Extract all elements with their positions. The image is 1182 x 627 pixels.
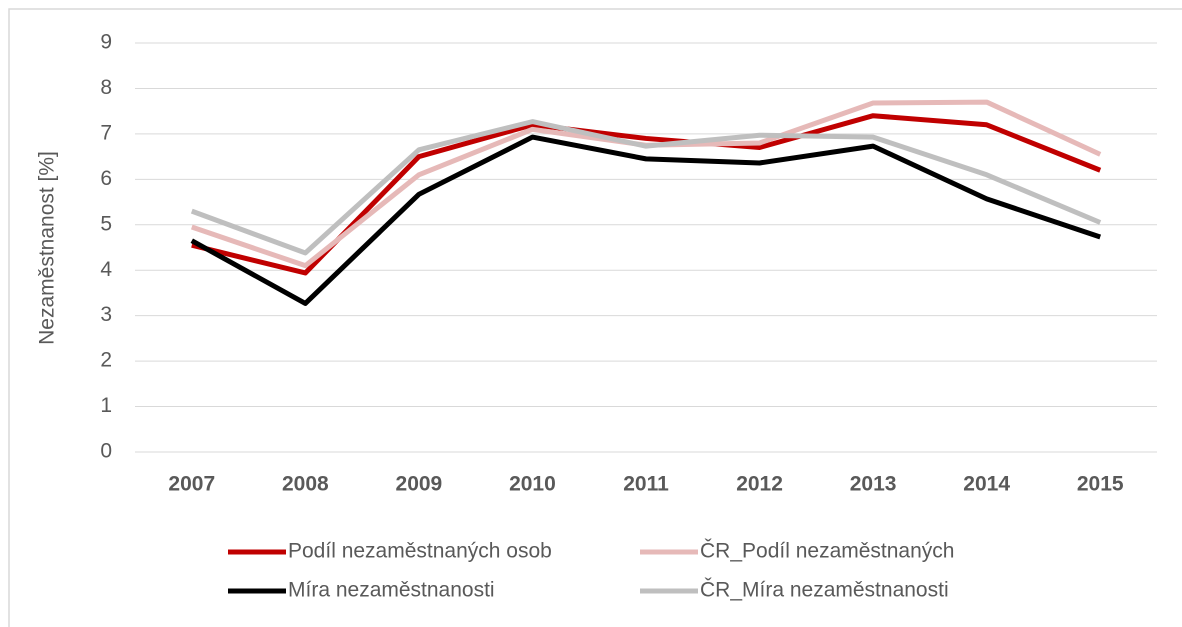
x-tick-label: 2012 bbox=[736, 473, 783, 496]
y-tick-label: 1 bbox=[100, 394, 112, 417]
legend-label: ČR_Míra nezaměstnanosti bbox=[700, 579, 949, 602]
y-tick-label: 8 bbox=[100, 76, 112, 99]
y-tick-label: 0 bbox=[100, 440, 112, 463]
legend-label: Podíl nezaměstnaných osob bbox=[288, 540, 552, 563]
series-line bbox=[190, 99, 1102, 269]
y-axis-label: Nezaměstnanost [%] bbox=[36, 151, 59, 345]
y-tick-label: 7 bbox=[100, 121, 112, 144]
y-tick-label: 3 bbox=[100, 303, 112, 326]
x-tick-label: 2011 bbox=[623, 473, 669, 496]
y-tick-label: 5 bbox=[100, 212, 112, 235]
y-tick-label: 6 bbox=[100, 167, 112, 190]
x-tick-label: 2014 bbox=[963, 473, 1010, 496]
x-tick-label: 2007 bbox=[168, 473, 215, 496]
y-tick-label: 4 bbox=[100, 258, 112, 281]
x-tick-label: 2013 bbox=[850, 473, 897, 496]
x-tick-label: 2015 bbox=[1077, 473, 1124, 496]
x-tick-label: 2008 bbox=[282, 473, 329, 496]
legend-label: ČR_Podíl nezaměstnaných bbox=[700, 540, 954, 563]
y-tick-label: 2 bbox=[100, 349, 112, 372]
series-line bbox=[190, 134, 1102, 306]
x-tick-label: 2009 bbox=[396, 473, 443, 496]
chart-border bbox=[8, 8, 1182, 627]
series-line bbox=[190, 119, 1102, 256]
legend-label: Míra nezaměstnanosti bbox=[288, 579, 495, 602]
y-tick-label: 9 bbox=[100, 31, 112, 54]
x-tick-label: 2010 bbox=[509, 473, 556, 496]
